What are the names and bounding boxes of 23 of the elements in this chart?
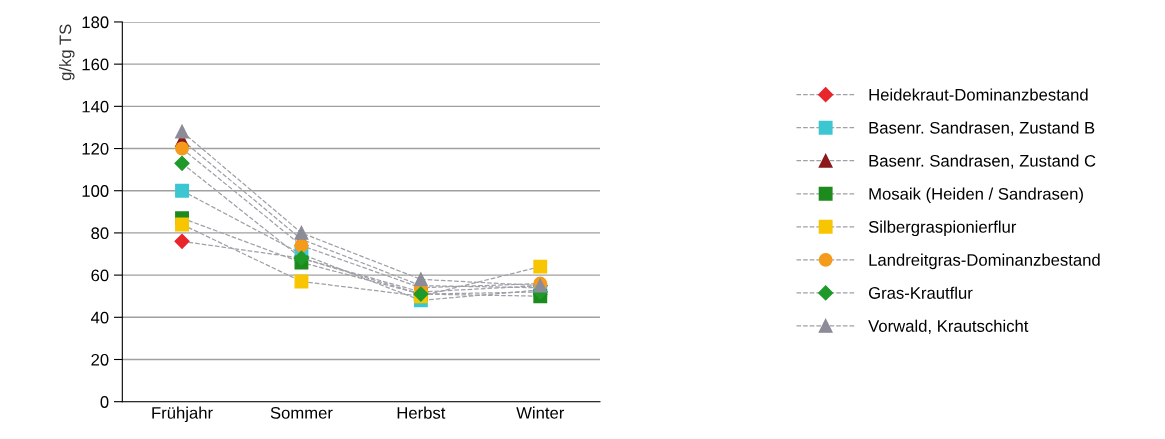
y-tick-label: 60: [91, 269, 109, 282]
x-tick-label: Sommer: [270, 406, 333, 419]
legend-label: Heidekraut-Dominanzbestand: [869, 88, 1088, 101]
y-tick-label: 0: [100, 396, 109, 408]
legend-label: Vorwald, Krautschicht: [868, 319, 1029, 334]
y-tick-label: 40: [90, 311, 109, 324]
x-tick-label: Herbst: [397, 406, 446, 419]
y-tick-label: 180: [82, 16, 109, 29]
legend-label: Silbergraspionierflur: [868, 220, 1017, 237]
legend-label: Landreitgras-Dominanzbestand: [869, 253, 1100, 270]
y-tick-label: 20: [91, 353, 109, 366]
y-axis-title: g/kg TS: [59, 24, 75, 81]
legend-label: Mosaik (Heiden / Sandrasen): [869, 187, 1083, 204]
y-tick-label: 120: [82, 142, 109, 155]
y-tick-label: 80: [91, 227, 109, 240]
y-tick-label: 160: [82, 58, 109, 71]
x-tick-label: Frühjahr: [152, 406, 213, 423]
legend-label: Basenr. Sandrasen, Zustand B: [869, 121, 1095, 136]
legend-label: Basenr. Sandrasen, Zustand C: [869, 154, 1096, 169]
x-tick-label: Winter: [516, 406, 565, 419]
legend-label: Gras-Krautflur: [868, 286, 973, 299]
y-tick-label: 140: [82, 100, 109, 113]
y-tick-label: 100: [82, 185, 109, 197]
